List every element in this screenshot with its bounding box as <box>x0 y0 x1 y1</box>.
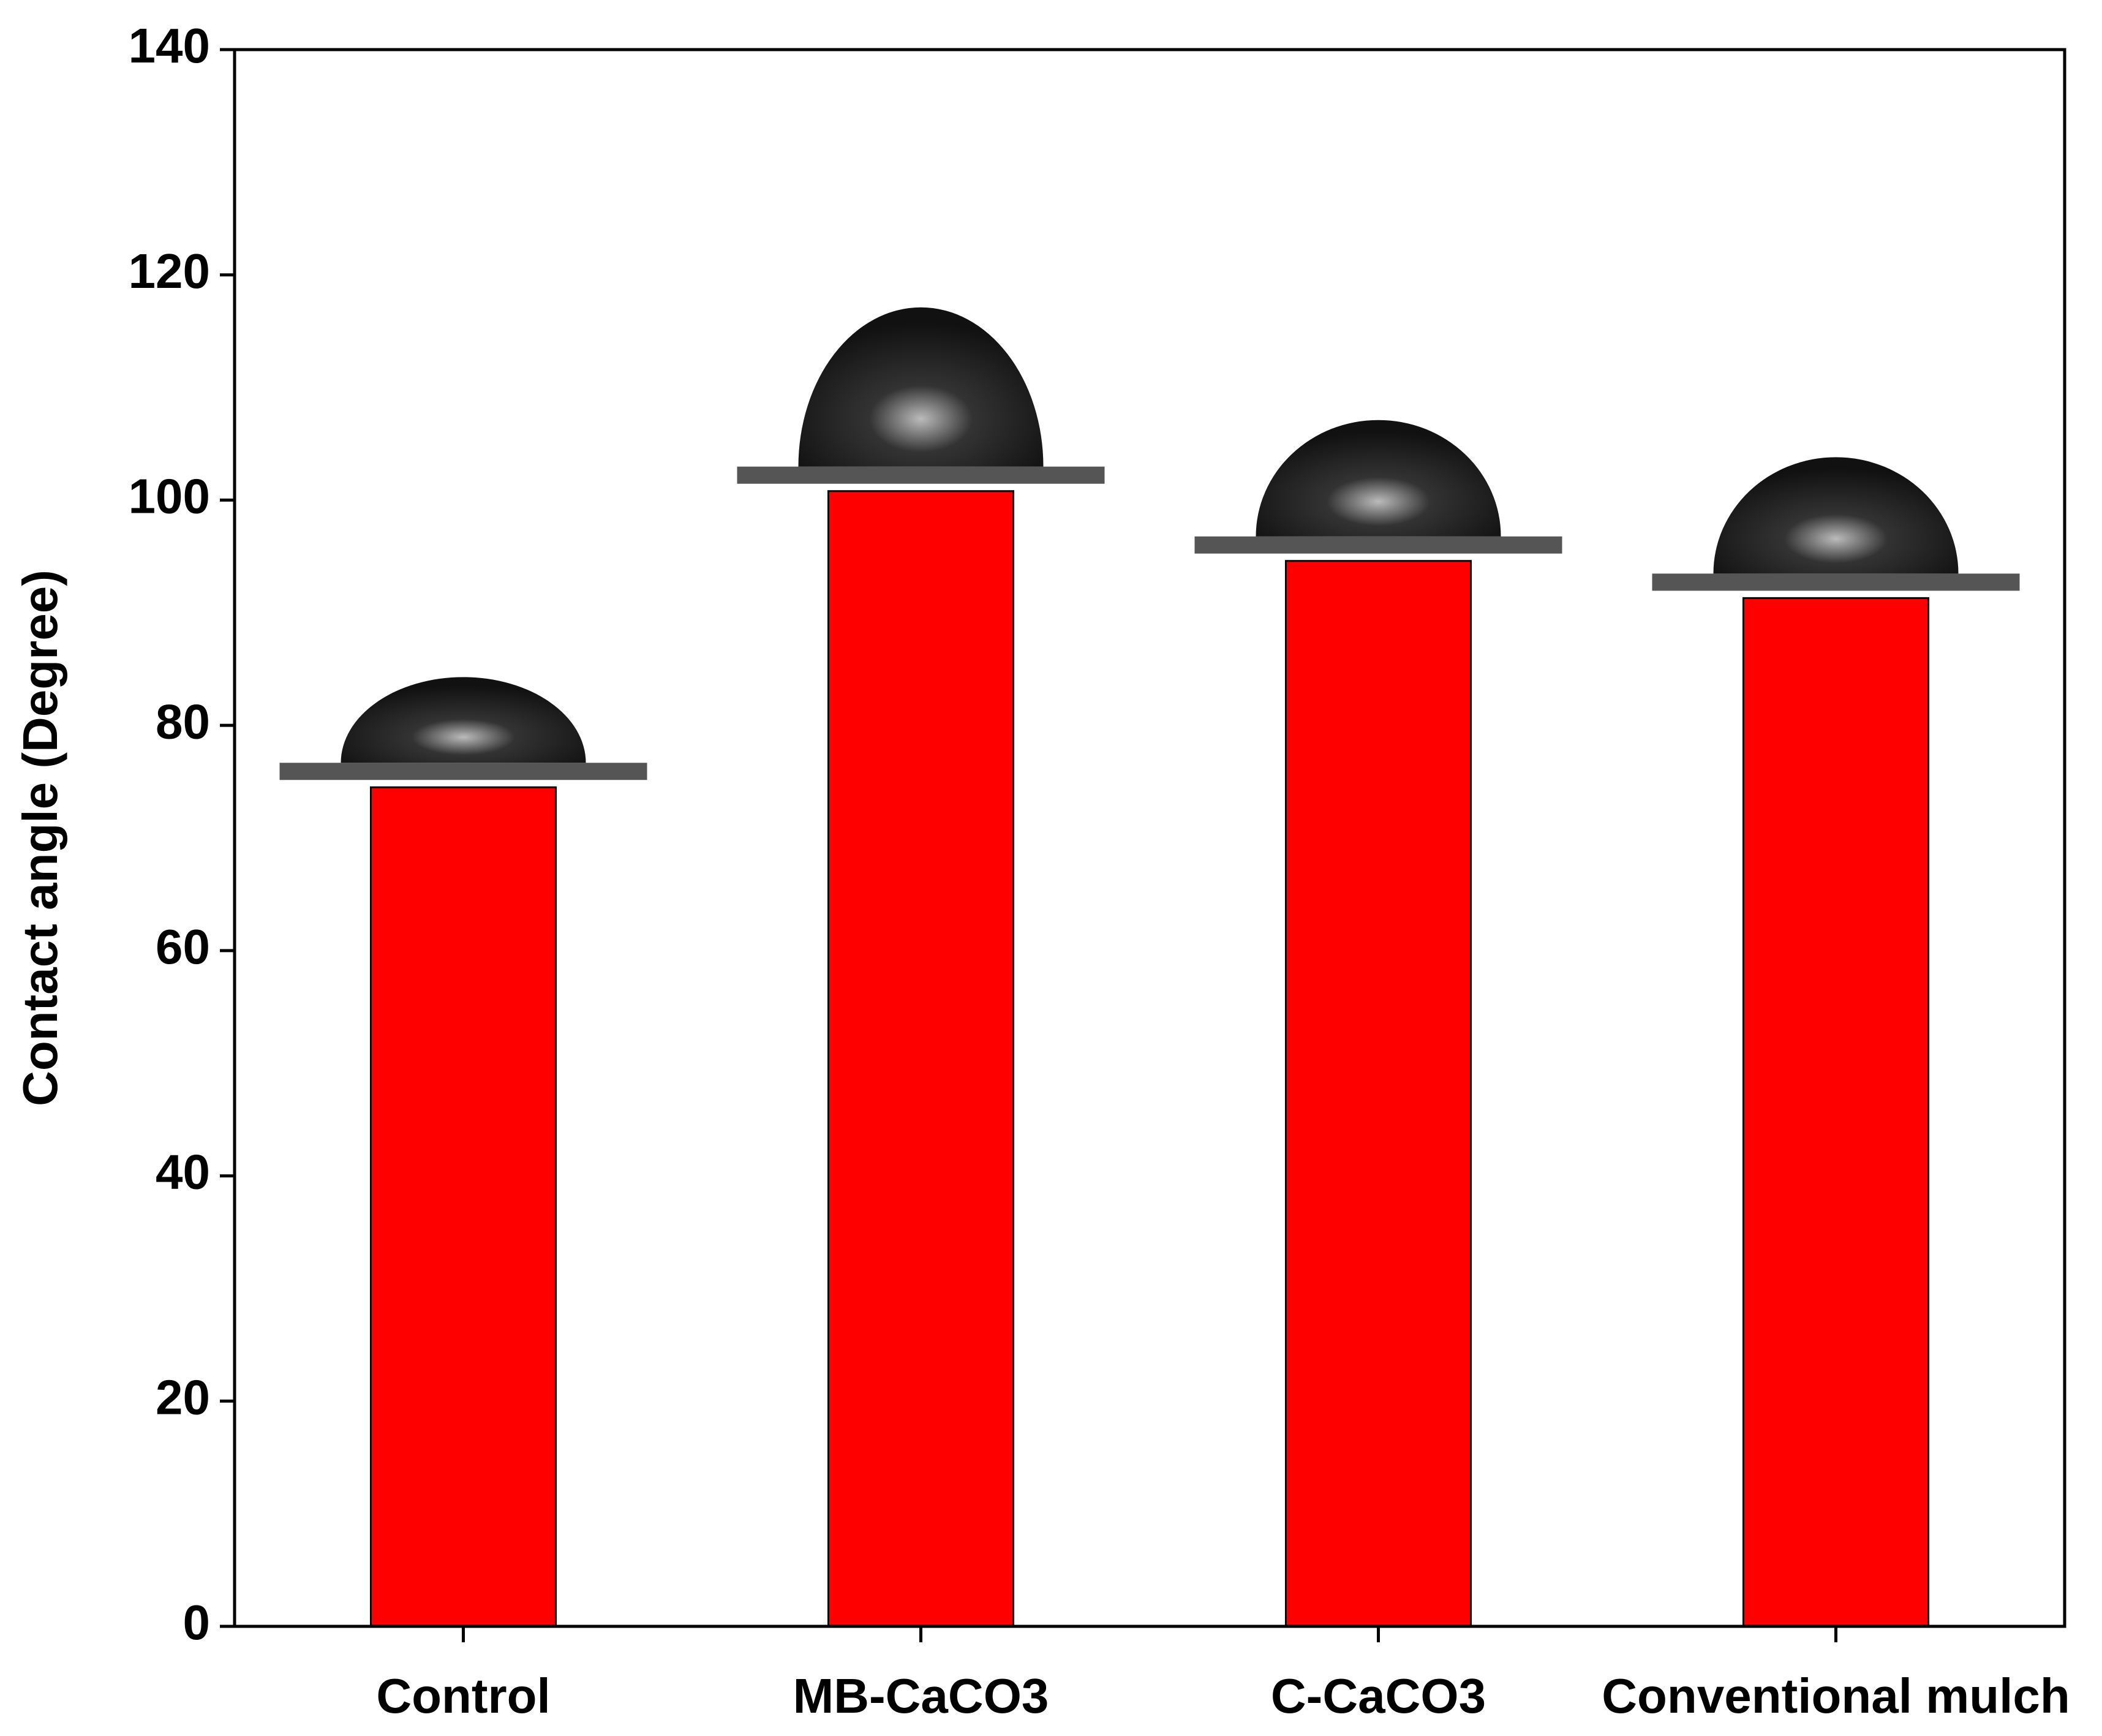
bar <box>827 490 1014 1628</box>
bar <box>1285 560 1472 1628</box>
droplet <box>1256 420 1501 537</box>
substrate <box>279 763 647 780</box>
x-tick-label: Conventional mulch <box>1602 1669 2070 1723</box>
y-tick-label: 120 <box>129 244 210 298</box>
y-tick-label: 100 <box>129 469 210 524</box>
droplet <box>1713 457 1959 574</box>
substrate <box>1652 573 2020 591</box>
droplet <box>341 677 586 763</box>
bar <box>1742 597 1929 1628</box>
droplet <box>798 307 1044 467</box>
y-tick-label: 140 <box>129 18 210 73</box>
x-tick-label: MB-CaCO3 <box>793 1669 1049 1723</box>
y-tick-label: 40 <box>156 1145 210 1199</box>
substrate <box>1194 536 1562 554</box>
bar <box>370 786 557 1628</box>
x-tick-label: C-CaCO3 <box>1271 1669 1486 1723</box>
x-tick-label: Control <box>376 1669 550 1723</box>
y-axis-label: Contact angle (Degree) <box>13 570 67 1106</box>
y-tick-label: 80 <box>156 694 210 749</box>
y-tick-label: 20 <box>156 1370 210 1424</box>
plot-frame <box>233 48 2066 1628</box>
y-tick-label: 0 <box>183 1595 211 1650</box>
substrate <box>737 466 1105 484</box>
y-tick-label: 60 <box>156 919 210 974</box>
